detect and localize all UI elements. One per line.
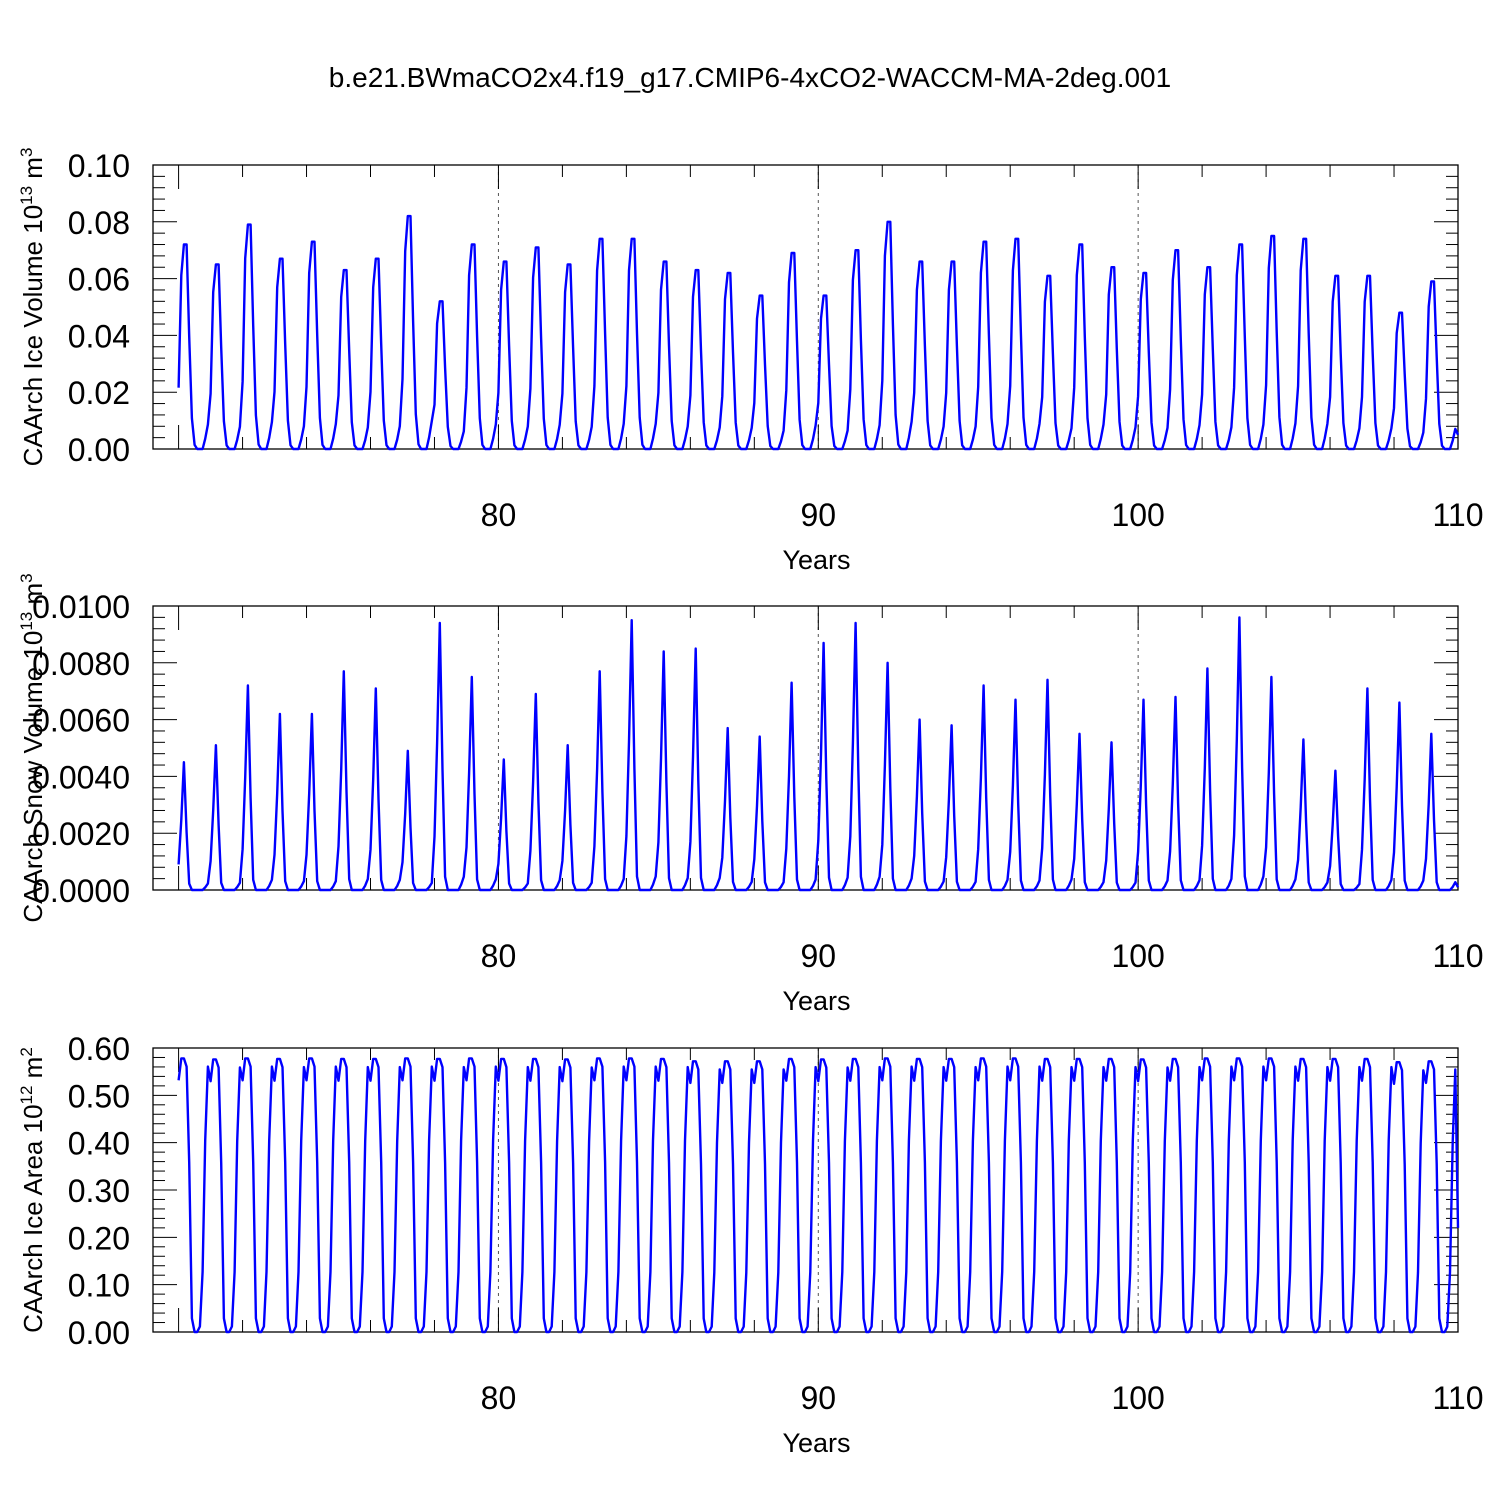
y-tick-label: 0.50 [68, 1078, 130, 1114]
x-tick-label: 90 [800, 497, 836, 533]
chart-title: b.e21.BWmaCO2x4.f19_g17.CMIP6-4xCO2-WACC… [328, 62, 1172, 93]
y-tick-label: 0.0100 [32, 589, 130, 625]
y-tick-label: 0.0080 [32, 646, 130, 682]
x-tick-label: 90 [800, 938, 836, 974]
x-tick-label: 80 [481, 497, 517, 533]
x-axis-label: Years [782, 986, 850, 1016]
data-series-line [177, 1057, 1460, 1334]
x-tick-label: 100 [1111, 1380, 1164, 1416]
y-tick-label: 0.0020 [32, 816, 130, 852]
data-series-line [177, 214, 1460, 451]
y-tick-label: 0.0000 [32, 873, 130, 909]
x-tick-label: 110 [1432, 497, 1483, 533]
y-tick-label: 0.30 [68, 1173, 130, 1209]
y-axis-label: CAArch Ice Volume 1013 m3 [17, 148, 48, 467]
y-tick-label: 0.40 [68, 1126, 130, 1162]
panel-ice-area: 80 90 100 110 Years 0.00 0.10 0.20 0.30 0.40 0.50 0… [17, 1031, 1484, 1458]
x-axis-label: Years [782, 545, 850, 575]
y-tick-label: 0.10 [68, 1268, 130, 1304]
panel-ice-volume: 80 90 100 110 Years 0.00 0.02 0.04 0.06 0.08 0.10 C… [17, 148, 1484, 575]
y-tick-label: 0.00 [68, 1315, 130, 1351]
x-tick-label: 90 [800, 1380, 836, 1416]
y-tick-label: 0.20 [68, 1220, 130, 1256]
x-tick-label: 80 [481, 938, 517, 974]
x-tick-label: 100 [1111, 497, 1164, 533]
data-series-line [177, 616, 1460, 892]
y-tick-label: 0.04 [68, 318, 130, 354]
x-tick-label: 110 [1432, 1380, 1483, 1416]
y-tick-label: 0.60 [68, 1031, 130, 1067]
x-axis-label: Years [782, 1428, 850, 1458]
y-axis-label: CAArch Snow Volume 1013 m3 [17, 573, 48, 922]
y-tick-label: 0.06 [68, 262, 130, 298]
y-tick-label: 0.00 [68, 432, 130, 468]
x-tick-label: 100 [1111, 938, 1164, 974]
y-tick-label: 0.0060 [32, 703, 130, 739]
y-tick-label: 0.0040 [32, 759, 130, 795]
y-tick-label: 0.10 [68, 148, 130, 184]
x-tick-label: 80 [481, 1380, 517, 1416]
x-tick-label: 110 [1432, 938, 1483, 974]
y-tick-label: 0.02 [68, 375, 130, 411]
y-tick-label: 0.08 [68, 205, 130, 241]
panel-snow-volume: 80 90 100 110 Years 0.0000 0.0020 0.0040 0.0060 0… [17, 573, 1484, 1016]
y-axis-label: CAArch Ice Area 1012 m2 [17, 1047, 48, 1333]
